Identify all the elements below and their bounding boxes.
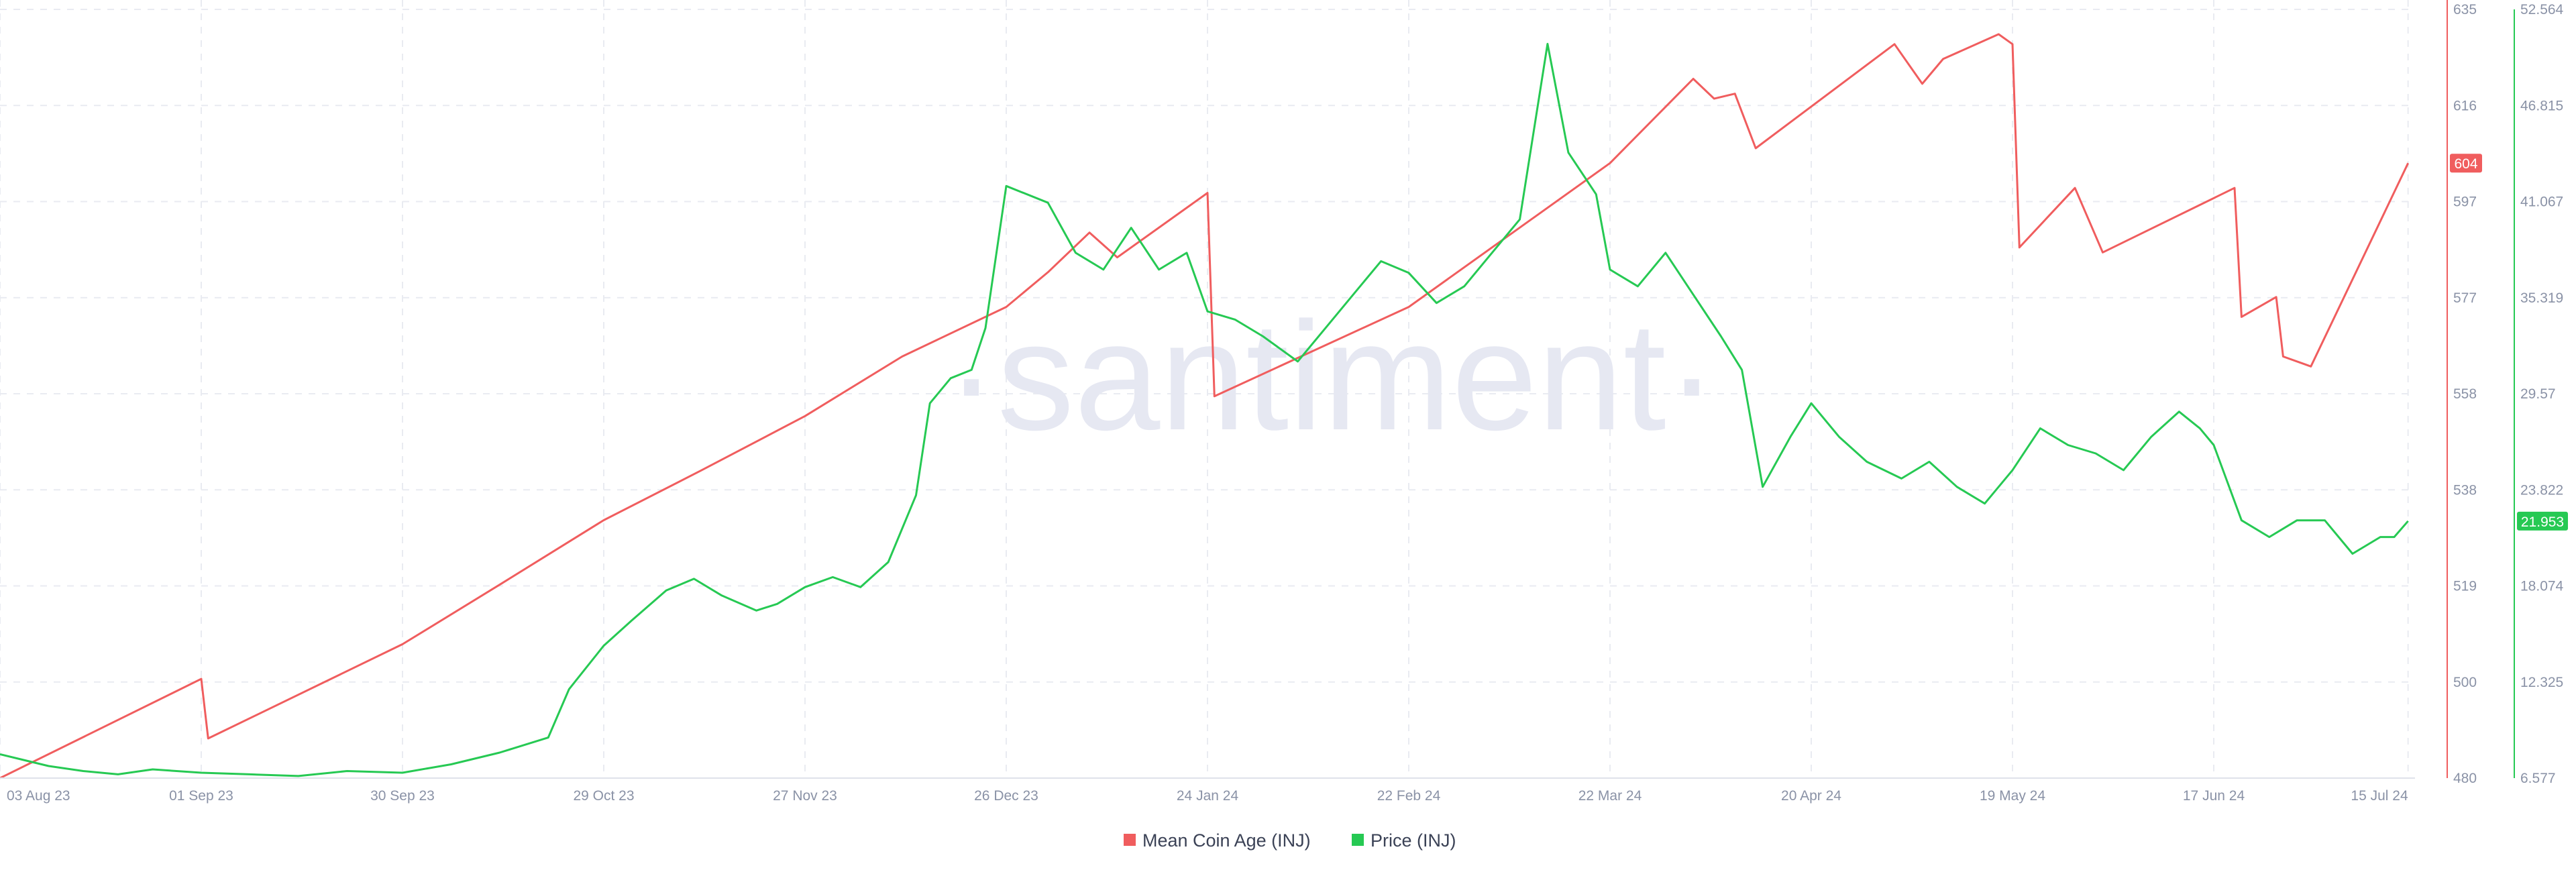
mean-coin-age-line xyxy=(0,33,2410,779)
legend: Mean Coin Age (INJ) Price (INJ) xyxy=(1124,830,1456,851)
mean-coin-age-last-value-text: 604 xyxy=(2454,156,2477,172)
x-tick-label: 22 Mar 24 xyxy=(1578,788,1642,804)
mean-coin-age-tick-label: 635 xyxy=(2453,2,2477,17)
price-line xyxy=(0,42,2409,777)
x-tick-label: 20 Apr 24 xyxy=(1781,788,1841,804)
legend-label-price: Price (INJ) xyxy=(1371,830,1456,851)
x-tick-label: 26 Dec 23 xyxy=(974,788,1038,804)
legend-swatch-price xyxy=(1352,834,1364,846)
mean-coin-age-tick-label: 538 xyxy=(2453,482,2477,498)
price-last-value-text: 21.953 xyxy=(2521,514,2564,530)
price-tick-label: 18.074 xyxy=(2520,579,2564,594)
price-tick-label: 23.822 xyxy=(2520,482,2563,498)
x-tick-label: 01 Sep 23 xyxy=(169,788,233,804)
mean-coin-age-tick-label: 616 xyxy=(2453,98,2477,113)
watermark-text: ·santiment· xyxy=(946,290,1717,462)
mean-coin-age-tick-label: 519 xyxy=(2453,579,2477,594)
mean-coin-age-tick-label: 480 xyxy=(2453,771,2477,786)
legend-label-mean-coin-age: Mean Coin Age (INJ) xyxy=(1142,830,1311,851)
price-tick-label: 12.325 xyxy=(2520,675,2563,690)
mean-coin-age-tick-label: 577 xyxy=(2453,290,2477,306)
price-tick-label: 35.319 xyxy=(2520,290,2563,306)
x-tick-label: 03 Aug 23 xyxy=(7,788,70,804)
price-tick-label: 41.067 xyxy=(2520,195,2563,210)
price-tick-label: 29.57 xyxy=(2520,386,2556,402)
x-tick-label: 27 Nov 23 xyxy=(773,788,837,804)
grid xyxy=(0,0,2415,778)
x-axis: 03 Aug 23 01 Sep 23 30 Sep 23 29 Oct 23 27 N… xyxy=(7,788,2408,804)
mean-coin-age-tick-label: 500 xyxy=(2453,675,2477,690)
mean-coin-age-axis: 635 616 597 577 558 538 519 500 480 xyxy=(2453,2,2477,786)
legend-swatch-mean-coin-age xyxy=(1124,834,1136,846)
x-tick-label: 19 May 24 xyxy=(1980,788,2045,804)
x-tick-label: 22 Feb 24 xyxy=(1377,788,1441,804)
mean-coin-age-tick-label: 558 xyxy=(2453,386,2477,402)
x-tick-label: 29 Oct 23 xyxy=(573,788,634,804)
last-value-badges: 604 21.953 xyxy=(2450,154,2568,531)
series-lines xyxy=(0,33,2410,779)
price-axis: 52.564 46.815 41.067 35.319 29.57 23.822 18.07… xyxy=(2520,2,2564,786)
price-tick-label: 52.564 xyxy=(2520,2,2564,17)
x-tick-label: 30 Sep 23 xyxy=(370,788,435,804)
mean-coin-age-last-value-badge xyxy=(2450,154,2482,173)
mean-coin-age-tick-label: 597 xyxy=(2453,195,2477,210)
price-last-value-badge xyxy=(2517,511,2568,531)
price-tick-label: 46.815 xyxy=(2520,98,2563,113)
x-tick-label: 24 Jan 24 xyxy=(1177,788,1239,804)
price-tick-label: 6.577 xyxy=(2520,771,2556,786)
x-tick-label: 15 Jul 24 xyxy=(2351,788,2408,804)
x-tick-label: 17 Jun 24 xyxy=(2183,788,2245,804)
